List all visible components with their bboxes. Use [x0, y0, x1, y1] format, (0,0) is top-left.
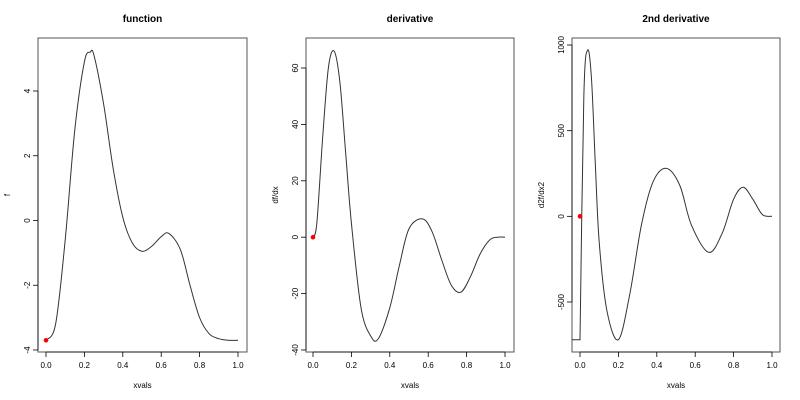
x-tick-label: 0.0	[40, 361, 52, 370]
x-tick-label: 0.6	[423, 361, 435, 370]
panel-function: function 0.0 0.2 0.4 0.6 0.8 1.0 -4 -2 0 2 4 xvals f	[3, 14, 248, 390]
y-tick-label: 40	[291, 119, 300, 128]
x-axis-label: xvals	[667, 381, 685, 390]
chart-title: derivative	[387, 14, 434, 25]
x-tick-label: 0.6	[156, 361, 168, 370]
function-curve	[312, 50, 506, 342]
plot-frame	[571, 37, 781, 353]
highlight-point	[43, 337, 49, 343]
panel-derivative: derivative 0.0 0.2 0.4 0.6 0.8 1.0 -40 -20 0 20 40 6…	[271, 14, 515, 390]
highlight-point	[310, 234, 316, 240]
x-tick-label: 0.2	[79, 361, 91, 370]
x-tick-label: 1.0	[766, 361, 778, 370]
function-curve	[572, 49, 773, 341]
x-tick-label: 0.0	[574, 361, 586, 370]
x-tick-label: 0.4	[651, 361, 663, 370]
x-axis-label: xvals	[401, 381, 419, 390]
x-axis-label: xvals	[133, 381, 151, 390]
chart-title: 2nd derivative	[642, 14, 710, 25]
x-tick-label: 0.4	[384, 361, 396, 370]
y-tick-label: 60	[291, 63, 300, 72]
chart-title: function	[123, 14, 162, 25]
highlight-point	[577, 214, 583, 219]
y-tick-label: 2	[23, 153, 32, 158]
panel-2nd-derivative: 2nd derivative 0.0 0.2 0.4 0.6 0.8 1.0 -500 0 500…	[537, 14, 781, 390]
y-tick-label: 0	[291, 234, 300, 239]
x-tick-label: 0.0	[307, 361, 319, 370]
x-tick-label: 1.0	[499, 361, 511, 370]
y-tick-label: 0	[23, 218, 32, 223]
y-tick-label: 0	[557, 214, 566, 219]
y-tick-label: -4	[23, 346, 32, 354]
y-tick-label: 500	[557, 123, 566, 137]
x-tick-label: 1.0	[232, 361, 244, 370]
x-tick-label: 0.8	[194, 361, 206, 370]
x-tick-label: 0.2	[613, 361, 625, 370]
y-tick-label: -20	[291, 287, 300, 299]
x-tick-label: 0.8	[461, 361, 473, 370]
y-tick-label: 1000	[557, 36, 566, 54]
y-tick-label: 20	[291, 176, 300, 185]
y-tick-label: -500	[557, 293, 566, 310]
x-tick-label: 0.4	[117, 361, 129, 370]
y-axis-label: d2f/dx2	[537, 181, 546, 208]
y-tick-label: 4	[23, 88, 32, 93]
x-tick-label: 0.2	[346, 361, 358, 370]
y-tick-label: -2	[23, 281, 32, 289]
plot-frame	[305, 37, 515, 353]
y-tick-label: -40	[291, 344, 300, 356]
function-curve	[45, 49, 239, 341]
y-axis-label: f	[3, 193, 12, 196]
x-tick-label: 0.6	[690, 361, 702, 370]
y-axis-label: df/dx	[271, 186, 280, 203]
x-tick-label: 0.8	[728, 361, 740, 370]
